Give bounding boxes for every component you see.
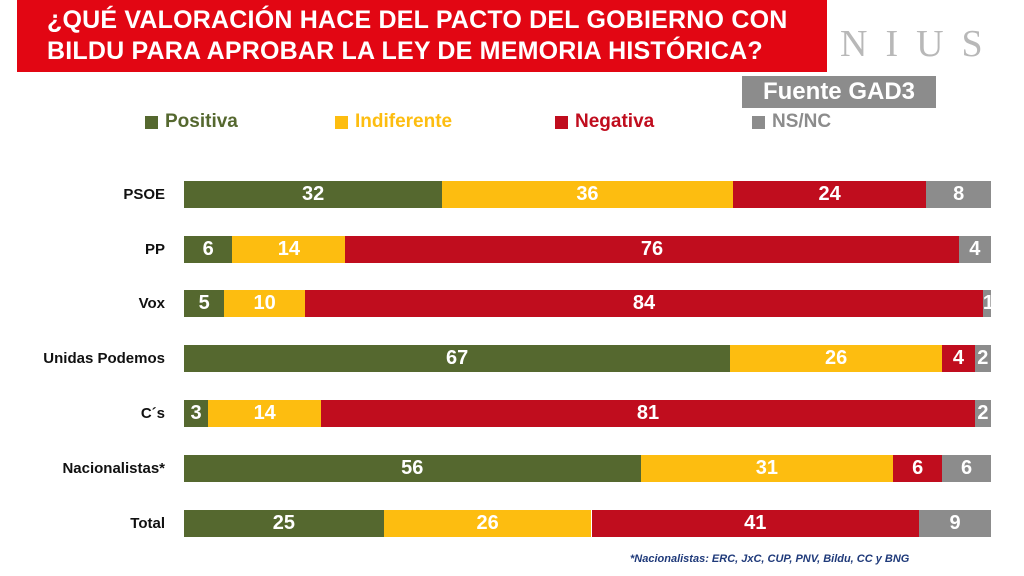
bar-segment-indiferente: 10: [224, 290, 305, 317]
data-label: 8: [953, 183, 965, 205]
category-label: Total: [130, 515, 165, 532]
data-label: 14: [277, 238, 301, 260]
data-label: 6: [912, 457, 924, 479]
chart-legend: Positiva Indiferente Negativa NS/NC: [0, 110, 1024, 134]
legend-swatch: [752, 115, 765, 129]
nius-watermark-logo: NIUS: [840, 23, 1001, 65]
data-label: 24: [818, 183, 841, 205]
data-label: 10: [253, 292, 276, 314]
data-label: 14: [253, 402, 276, 424]
data-label: 9: [949, 512, 961, 534]
category-label: PP: [144, 241, 165, 258]
bar-segment-negativa: 84: [305, 290, 983, 317]
legend-label: Negativa: [575, 111, 655, 132]
legend-item-ns-nc: NS/NC: [752, 110, 831, 134]
bar-segment-ns-nc: 9: [919, 510, 991, 537]
bar-segment-positiva: 32: [184, 181, 443, 208]
bar-segment-positiva: 67: [184, 345, 731, 372]
data-label: 31: [755, 457, 778, 479]
bar-segment-ns-nc: 2: [974, 400, 991, 427]
legend-swatch: [555, 115, 568, 129]
bar-segment-positiva: 25: [184, 510, 384, 537]
legend-item-negativa: Negativa: [555, 110, 654, 134]
bar-segment-negativa: 81: [321, 400, 975, 427]
legend-item-indiferente: Indiferente: [335, 110, 452, 134]
data-label: 41: [744, 512, 767, 534]
data-label: 1: [982, 292, 995, 314]
category-label: Nacionalistas*: [62, 460, 165, 477]
footnote: *Nacionalistas: ERC, JxC, CUP, PNV, Bild…: [630, 553, 910, 565]
category-label: Vox: [138, 295, 165, 312]
bar-segment-negativa: 76: [345, 236, 959, 263]
bar-segment-ns-nc: 4: [958, 236, 991, 263]
bar-segment-positiva: 6: [184, 236, 233, 263]
data-label: 2: [977, 347, 989, 369]
bar-segment-indiferente: 14: [232, 236, 346, 263]
bar-segment-negativa: 4: [942, 345, 975, 372]
data-label: 32: [301, 183, 325, 205]
bar-segment-ns-nc: 8: [926, 181, 991, 208]
legend-swatch: [145, 115, 158, 129]
data-label: 56: [401, 457, 424, 479]
legend-label: NS/NC: [772, 111, 832, 132]
category-label: C´s: [140, 405, 165, 422]
bar-segment-positiva: 5: [184, 290, 225, 317]
bar-segment-positiva: 3: [184, 400, 209, 427]
data-label: 2: [977, 402, 989, 424]
chart-title-banner: ¿QUÉ VALORACIÓN HACE DEL PACTO DEL GOBIE…: [17, 0, 827, 72]
category-label: Unidas Podemos: [43, 350, 165, 367]
bar-segment-indiferente: 26: [383, 510, 592, 537]
data-label: 36: [576, 183, 599, 205]
data-label: 6: [960, 457, 973, 479]
chart-title-line-2: BILDU PARA APROBAR LA LEY DE MEMORIA HIS…: [47, 37, 763, 65]
data-label: 5: [198, 292, 210, 314]
bar-segment-indiferente: 31: [640, 455, 894, 482]
category-label: PSOE: [123, 186, 165, 203]
data-label: 67: [445, 347, 469, 369]
bar-segment-negativa: 24: [732, 181, 927, 208]
chart-title-line-1: ¿QUÉ VALORACIÓN HACE DEL PACTO DEL GOBIE…: [47, 6, 788, 34]
data-label: 81: [636, 402, 660, 424]
legend-label: Positiva: [165, 111, 238, 132]
data-label: 4: [969, 238, 981, 260]
bar-segment-ns-nc: 1: [982, 290, 995, 317]
bar-segment-positiva: 56: [184, 455, 641, 482]
bar-segment-indiferente: 36: [442, 181, 733, 208]
bar-segment-indiferente: 26: [730, 345, 943, 372]
data-label: 84: [632, 292, 656, 314]
legend-swatch: [335, 115, 348, 129]
data-label: 4: [952, 347, 964, 369]
source-badge: Fuente GAD3: [742, 76, 936, 108]
bar-segment-indiferente: 14: [208, 400, 322, 427]
data-label: 6: [202, 238, 214, 260]
data-label: 26: [825, 347, 848, 369]
legend-label: Indiferente: [355, 111, 453, 132]
data-label: 76: [640, 238, 664, 260]
bar-segment-ns-nc: 6: [942, 455, 991, 482]
bar-segment-negativa: 41: [591, 510, 920, 537]
bar-segment-negativa: 6: [893, 455, 943, 482]
data-label: 25: [272, 512, 296, 534]
data-label: 3: [190, 402, 202, 424]
legend-item-positiva: Positiva: [145, 110, 238, 134]
data-label: 26: [476, 512, 499, 534]
bar-segment-ns-nc: 2: [974, 345, 991, 372]
